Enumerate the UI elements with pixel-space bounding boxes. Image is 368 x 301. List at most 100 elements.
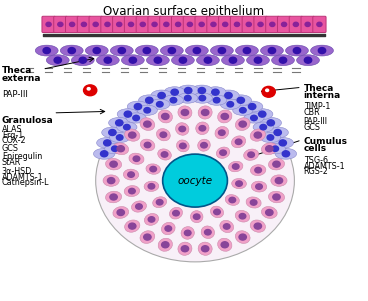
Ellipse shape [177,85,199,96]
Ellipse shape [215,126,229,139]
Circle shape [176,22,181,26]
Ellipse shape [260,132,280,143]
Ellipse shape [261,206,277,219]
Circle shape [240,107,246,113]
Text: Erg-1: Erg-1 [2,131,23,140]
Circle shape [128,172,134,177]
Circle shape [201,246,209,252]
Circle shape [161,152,168,157]
Circle shape [254,57,262,63]
Circle shape [266,89,269,92]
Ellipse shape [251,165,266,175]
Circle shape [87,88,90,90]
Circle shape [150,166,156,172]
FancyBboxPatch shape [54,16,67,33]
Ellipse shape [198,139,210,151]
Ellipse shape [156,129,170,141]
Ellipse shape [220,99,240,109]
Circle shape [198,88,206,94]
Circle shape [179,57,187,63]
Circle shape [118,48,125,54]
Circle shape [201,142,207,148]
Circle shape [266,209,273,216]
Circle shape [237,97,244,103]
Ellipse shape [127,101,149,112]
Circle shape [165,226,171,231]
Ellipse shape [297,55,319,66]
Circle shape [104,140,111,146]
Ellipse shape [206,95,227,105]
Circle shape [233,164,239,169]
Circle shape [221,242,229,248]
Circle shape [117,209,124,216]
FancyBboxPatch shape [101,16,114,33]
Ellipse shape [140,231,155,244]
Circle shape [273,161,280,167]
Circle shape [128,188,135,194]
Circle shape [105,22,110,26]
Circle shape [116,120,123,126]
Ellipse shape [102,127,123,138]
Text: GCS: GCS [2,144,19,153]
Ellipse shape [232,178,247,189]
Ellipse shape [178,93,198,103]
Circle shape [282,151,290,157]
FancyBboxPatch shape [242,16,255,33]
Circle shape [267,120,275,126]
Circle shape [204,57,212,63]
Circle shape [81,22,86,26]
Text: interna: interna [304,91,341,100]
Text: TSG-6: TSG-6 [304,156,328,165]
Ellipse shape [210,206,224,218]
Ellipse shape [218,90,239,101]
Circle shape [254,132,262,138]
Circle shape [163,154,227,207]
Circle shape [104,57,112,63]
Ellipse shape [250,129,265,141]
Text: StAR: StAR [2,158,21,167]
Circle shape [46,22,51,26]
Ellipse shape [163,95,184,105]
Circle shape [117,22,122,26]
Ellipse shape [164,87,185,98]
Circle shape [246,22,251,26]
Ellipse shape [140,118,155,130]
Ellipse shape [181,227,194,239]
FancyBboxPatch shape [289,16,302,33]
Circle shape [171,89,178,95]
Circle shape [221,113,229,119]
Circle shape [275,178,283,184]
Circle shape [58,22,63,26]
Text: CBR: CBR [304,108,320,117]
Ellipse shape [244,113,264,123]
Text: oocyte: oocyte [177,175,213,186]
FancyBboxPatch shape [266,16,279,33]
Circle shape [128,132,136,138]
Ellipse shape [197,55,219,66]
Circle shape [248,152,254,157]
Ellipse shape [246,197,261,208]
Ellipse shape [158,149,171,160]
Ellipse shape [103,175,119,186]
Circle shape [180,143,186,149]
Ellipse shape [185,45,208,56]
Circle shape [110,161,117,167]
Ellipse shape [46,55,69,66]
Circle shape [128,223,136,229]
Ellipse shape [176,123,189,135]
Ellipse shape [144,181,159,191]
Ellipse shape [125,129,140,141]
Ellipse shape [146,164,160,174]
Ellipse shape [230,95,251,106]
Ellipse shape [178,106,192,119]
FancyBboxPatch shape [230,16,244,33]
Ellipse shape [286,45,308,56]
Ellipse shape [146,55,169,66]
Ellipse shape [96,55,119,66]
Circle shape [251,115,257,121]
Ellipse shape [272,55,294,66]
Ellipse shape [105,144,125,154]
FancyBboxPatch shape [183,16,197,33]
Text: Cumulus: Cumulus [304,137,348,146]
Circle shape [213,98,220,103]
